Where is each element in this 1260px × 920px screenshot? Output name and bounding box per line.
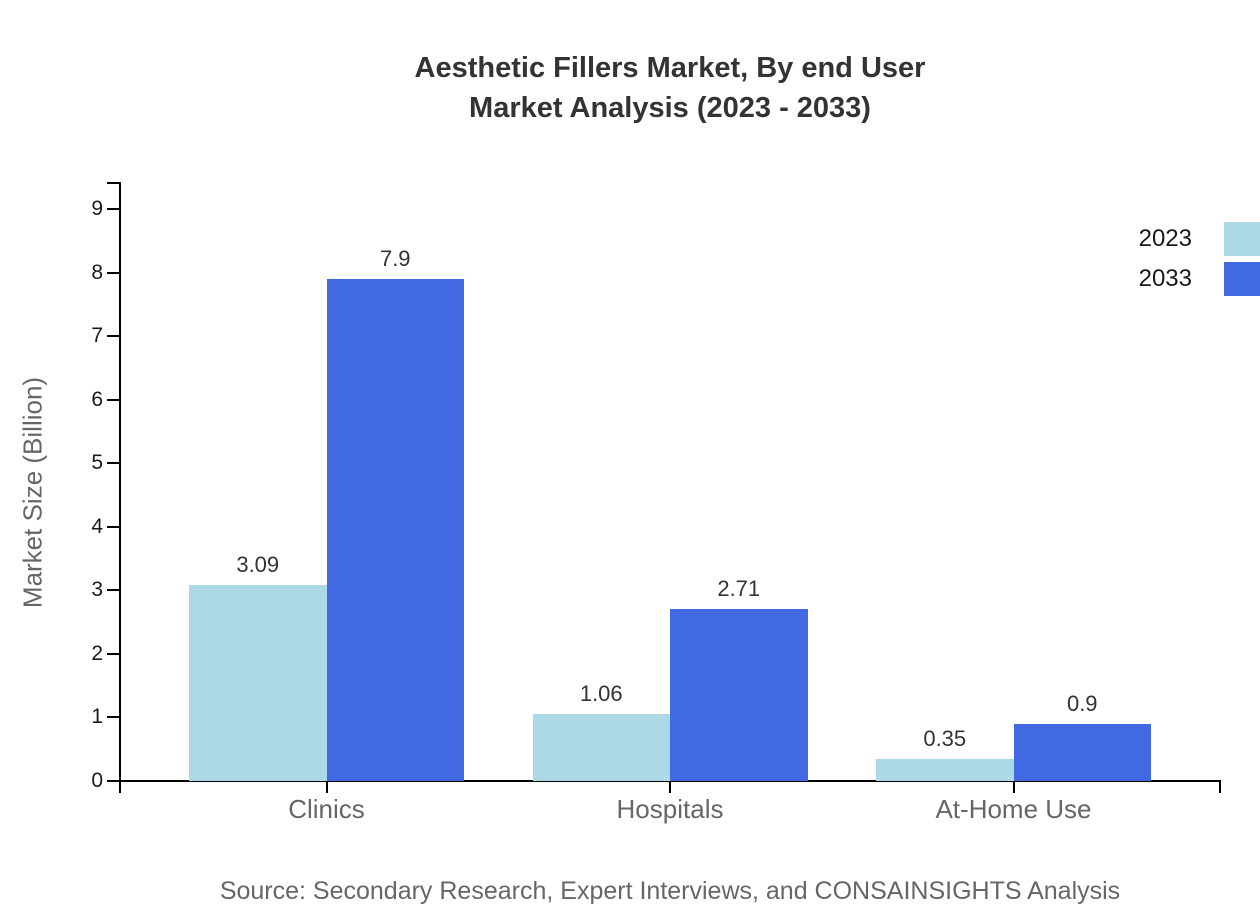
category-label-at-home-use: At-Home Use xyxy=(935,794,1092,824)
bar-2033-clinics xyxy=(326,278,464,781)
legend-swatch-2033 xyxy=(1224,261,1260,296)
bar-2033-hospitals xyxy=(670,608,808,781)
bar-2033-at-home-use xyxy=(1013,723,1151,781)
legend-label-2033: 2033 xyxy=(1138,264,1192,292)
y-tick-mark xyxy=(107,335,120,338)
x-axis-end-cap xyxy=(1219,780,1221,793)
y-tick-label: 1 xyxy=(91,705,103,729)
value-label: 2.71 xyxy=(717,575,761,601)
category-label-clinics: Clinics xyxy=(288,794,365,824)
chart-title-line-2: Market Analysis (2023 - 2033) xyxy=(469,92,871,124)
legend-label-2023: 2023 xyxy=(1138,225,1192,252)
y-tick-label: 5 xyxy=(91,451,103,475)
bar-2023-clinics xyxy=(189,584,327,781)
x-tick-mark xyxy=(1012,782,1015,793)
y-tick-label: 7 xyxy=(91,324,103,348)
value-label: 7.9 xyxy=(379,245,411,271)
y-axis-line xyxy=(119,182,121,793)
y-tick-mark xyxy=(107,462,120,465)
y-tick-mark xyxy=(107,398,120,401)
chart-title: Aesthetic Fillers Market, By end User Ma… xyxy=(120,48,1220,128)
legend-swatch-2023 xyxy=(1224,222,1260,256)
x-axis-line xyxy=(119,780,1221,782)
y-tick-label: 8 xyxy=(91,260,103,284)
x-tick-mark xyxy=(669,782,671,793)
y-tick-mark xyxy=(107,271,120,274)
y-tick-mark xyxy=(107,652,120,655)
value-label: 0.9 xyxy=(1066,690,1098,716)
y-tick-mark xyxy=(107,208,120,211)
bar-2023-at-home-use xyxy=(876,758,1014,781)
x-tick-mark xyxy=(325,782,328,793)
bar-2023-hospitals xyxy=(532,713,670,781)
y-tick-mark xyxy=(107,589,120,592)
y-tick-label: 4 xyxy=(91,514,103,538)
y-tick-label: 0 xyxy=(91,769,103,792)
value-label: 0.35 xyxy=(923,725,967,751)
value-label: 3.09 xyxy=(236,551,280,577)
y-tick-mark xyxy=(107,716,120,719)
y-tick-label: 6 xyxy=(91,387,103,411)
y-tick-label: 2 xyxy=(91,641,103,665)
y-tick-label: 3 xyxy=(91,578,103,602)
chart-title-line-1: Aesthetic Fillers Market, By end User xyxy=(414,52,926,84)
y-tick-mark xyxy=(107,780,120,782)
y-tick-label: 9 xyxy=(91,197,103,221)
value-label: 1.06 xyxy=(579,680,623,706)
y-tick-mark xyxy=(107,525,120,528)
source-note: Source: Secondary Research, Expert Inter… xyxy=(219,877,1121,905)
category-label-hospitals: Hospitals xyxy=(616,794,724,824)
y-axis-top-cap xyxy=(107,182,120,184)
